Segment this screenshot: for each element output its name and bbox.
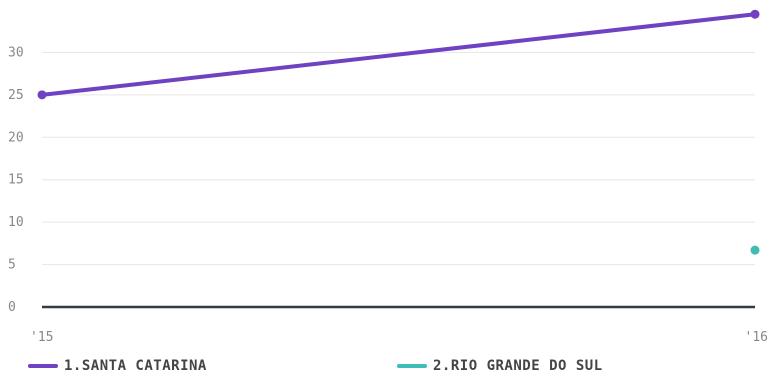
- y-tick-label: 15: [8, 173, 24, 188]
- data-point[interactable]: [750, 9, 760, 19]
- x-tick-label: '15: [30, 330, 53, 345]
- data-point[interactable]: [37, 90, 47, 100]
- legend-item-series-2[interactable]: 2.RIO GRANDE DO SUL: [397, 358, 603, 374]
- y-tick-label: 0: [8, 300, 16, 315]
- x-axis-ticks: '15 '16: [30, 330, 768, 345]
- data-point[interactable]: [750, 245, 760, 255]
- y-tick-label: 25: [8, 88, 24, 103]
- legend-label: 1.SANTA CATARINA: [64, 358, 207, 374]
- legend-swatch: [28, 364, 58, 368]
- legend-label: 2.RIO GRANDE DO SUL: [433, 358, 603, 374]
- legend: 1.SANTA CATARINA 2.RIO GRANDE DO SUL: [0, 358, 770, 378]
- legend-swatch: [397, 364, 427, 368]
- series-lines: [37, 9, 760, 255]
- series-line: [40, 12, 757, 97]
- line-chart: 0 5 10 15 20 25 30 '15 '16: [8, 9, 768, 345]
- y-tick-label: 30: [8, 45, 24, 60]
- y-tick-label: 20: [8, 130, 24, 145]
- gridlines: [42, 51, 755, 266]
- y-axis-ticks: 0 5 10 15 20 25 30: [8, 45, 24, 315]
- legend-item-series-1[interactable]: 1.SANTA CATARINA: [28, 358, 207, 374]
- y-tick-label: 5: [8, 258, 16, 273]
- y-tick-label: 10: [8, 215, 24, 230]
- x-tick-label: '16: [745, 330, 768, 345]
